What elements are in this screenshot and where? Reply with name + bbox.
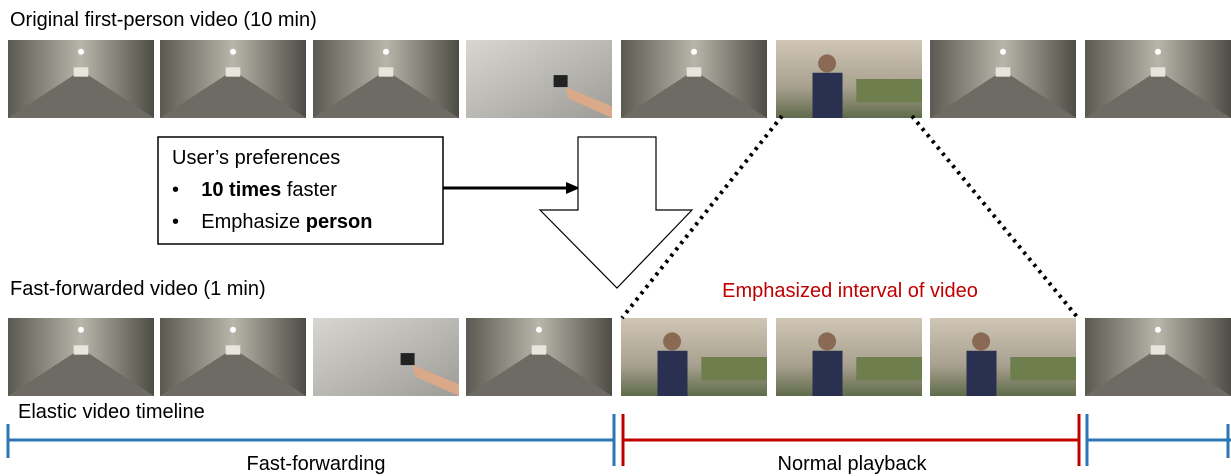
video-frame [313, 318, 459, 396]
video-frame [776, 40, 922, 118]
frame-detail [856, 357, 922, 380]
frame-detail [1010, 357, 1076, 380]
frame-detail [226, 345, 241, 354]
frame-detail [74, 67, 89, 76]
frame-detail [554, 75, 568, 87]
video-frame [466, 318, 612, 396]
frame-detail [1155, 327, 1161, 333]
emphasis-label: Emphasized interval of video [722, 280, 978, 302]
video-frame [160, 40, 306, 118]
preference-item: • 10 times faster [172, 179, 337, 201]
down-arrow [540, 137, 692, 288]
preferences-title: User’s preferences [172, 147, 340, 169]
bottom-label: Fast-forwarded video (1 min) [10, 278, 266, 300]
preference-strong: 10 times [201, 179, 281, 201]
video-frame [930, 318, 1076, 396]
frame-detail [532, 345, 547, 354]
preference-lead: Emphasize [201, 211, 306, 233]
video-frame [8, 40, 154, 118]
frame-detail [78, 327, 84, 333]
frame-detail [996, 67, 1011, 76]
frame-detail [78, 49, 84, 55]
fast-forwarding-label: Fast-forwarding [247, 453, 386, 475]
frame-detail [1151, 345, 1166, 354]
video-frame [621, 40, 767, 118]
frame-detail [74, 345, 89, 354]
frame-detail [691, 49, 697, 55]
frame-detail [856, 79, 922, 102]
video-frame [313, 40, 459, 118]
video-frame [930, 40, 1076, 118]
frame-detail [536, 327, 542, 333]
figure: Original first-person video (10 min) Use… [0, 0, 1231, 476]
frame-detail [1155, 49, 1161, 55]
frame-detail [230, 49, 236, 55]
frame-detail [1151, 67, 1166, 76]
video-frame [1085, 40, 1231, 118]
frame-detail [226, 67, 241, 76]
video-frame [621, 318, 767, 396]
frame-detail [379, 67, 394, 76]
frame-detail [972, 332, 990, 350]
frame-detail [813, 351, 843, 396]
video-frame [8, 318, 154, 396]
frame-detail [383, 49, 389, 55]
video-frame [776, 318, 922, 396]
frame-detail [1000, 49, 1006, 55]
frame-detail [687, 67, 702, 76]
frame-detail [701, 357, 767, 380]
preference-rest: faster [281, 179, 337, 201]
timeline-label: Elastic video timeline [18, 401, 205, 423]
frame-detail [658, 351, 688, 396]
video-frame [466, 40, 612, 118]
frame-detail [818, 332, 836, 350]
frame-detail [401, 353, 415, 365]
frame-detail [230, 327, 236, 333]
frame-detail [967, 351, 997, 396]
preference-strong: person [306, 211, 373, 233]
frame-detail [818, 54, 836, 72]
preference-item: • Emphasize person [172, 211, 372, 233]
top-label: Original first-person video (10 min) [10, 9, 317, 31]
frame-detail [663, 332, 681, 350]
video-frame [1085, 318, 1231, 396]
normal-playback-label: Normal playback [778, 453, 928, 475]
video-frame [160, 318, 306, 396]
frame-detail [813, 73, 843, 118]
